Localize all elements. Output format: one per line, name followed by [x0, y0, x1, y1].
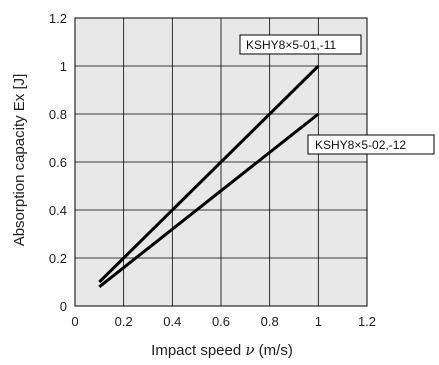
y-tick-label: 0 [60, 299, 67, 314]
x-tick-label: 0.2 [115, 314, 133, 329]
x-tick-label: 1.2 [358, 314, 376, 329]
x-axis-ticks: 0 0.2 0.4 0.6 0.8 1 1.2 [71, 314, 376, 329]
series-label-2-text: KSHY8×5-02,-12 [315, 138, 406, 152]
y-axis-title: Absorption capacity Ex [J] [11, 74, 28, 247]
x-tick-label: 0.8 [261, 314, 279, 329]
y-tick-label: 0.2 [49, 251, 67, 266]
x-tick-label: 0.6 [212, 314, 230, 329]
plot-border [74, 17, 368, 307]
x-tick-label: 0.4 [163, 314, 181, 329]
y-tick-label: 0.4 [49, 203, 67, 218]
series-line-1 [98, 64, 320, 284]
y-tick-label: 1 [60, 59, 67, 74]
y-axis-ticks: 0 0.2 0.4 0.6 0.8 1 1.2 [49, 11, 67, 314]
x-axis-title: Impact speed ν (m/s) [151, 341, 293, 359]
series-label-2: KSHY8×5-02,-12 [307, 134, 435, 155]
y-tick-label: 0.6 [49, 155, 67, 170]
series-label-1-text: KSHY8×5-01,-11 [246, 38, 336, 52]
series-label-1-box [239, 34, 362, 55]
series-label-1: KSHY8×5-01,-11 [239, 34, 362, 55]
series-lines [98, 64, 320, 288]
series-label-2-box [307, 134, 435, 155]
y-tick-label: 0.8 [49, 107, 67, 122]
x-tick-label: 0 [71, 314, 78, 329]
y-tick-label: 1.2 [49, 11, 67, 26]
series-line-2 [98, 112, 320, 288]
x-tick-label: 1 [315, 314, 322, 329]
